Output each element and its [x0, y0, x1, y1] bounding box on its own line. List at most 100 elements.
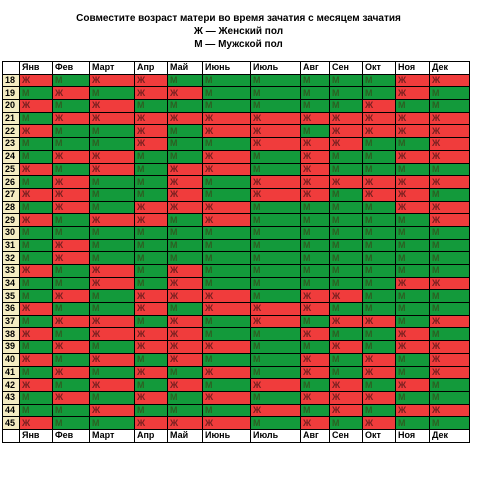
- male-cell: М: [329, 73, 363, 88]
- female-cell: Ж: [395, 149, 430, 164]
- female-cell: Ж: [134, 327, 168, 342]
- female-cell: Ж: [395, 187, 430, 202]
- female-cell: Ж: [52, 238, 90, 253]
- male-cell: М: [202, 238, 251, 253]
- male-cell: М: [19, 314, 53, 329]
- male-cell: М: [202, 251, 251, 265]
- month-footer-8: Авг: [300, 428, 330, 443]
- male-cell: М: [429, 264, 470, 278]
- female-cell: Ж: [89, 314, 135, 329]
- month-header-8: Авг: [300, 61, 330, 75]
- female-cell: Ж: [300, 390, 330, 405]
- month-footer-12: Дек: [429, 428, 470, 443]
- age-cell: 45: [2, 416, 20, 430]
- female-cell: Ж: [52, 149, 90, 164]
- female-cell: Ж: [167, 187, 203, 202]
- female-cell: Ж: [429, 276, 470, 291]
- male-cell: М: [300, 124, 330, 139]
- legend-male: М — Мужской пол: [194, 39, 283, 50]
- female-cell: Ж: [52, 251, 90, 265]
- female-cell: Ж: [134, 86, 168, 101]
- female-cell: Ж: [89, 73, 135, 88]
- male-cell: М: [52, 302, 90, 316]
- male-cell: М: [395, 289, 430, 304]
- table-row: 26 М Ж М М Ж М Ж Ж Ж Ж Ж Ж: [2, 175, 470, 189]
- female-cell: Ж: [202, 390, 251, 405]
- female-cell: Ж: [300, 111, 330, 126]
- table-row: 24 М Ж Ж М М Ж М Ж М М Ж Ж: [2, 149, 470, 164]
- male-cell: М: [395, 416, 430, 430]
- age-cell: 44: [2, 403, 20, 418]
- male-cell: М: [134, 352, 168, 367]
- female-cell: Ж: [19, 264, 53, 278]
- table-row: 36 Ж М М Ж М Ж Ж Ж М М М М: [2, 302, 470, 316]
- age-cell: 22: [2, 124, 20, 139]
- male-cell: М: [329, 213, 363, 227]
- female-cell: Ж: [329, 378, 363, 392]
- table-row: 38 Ж М Ж Ж Ж М М Ж М М Ж М: [2, 327, 470, 342]
- table-row: 28 М Ж М Ж Ж Ж М М М М Ж Ж: [2, 200, 470, 215]
- male-cell: М: [329, 264, 363, 278]
- female-cell: Ж: [19, 416, 53, 430]
- age-cell: 43: [2, 390, 20, 405]
- male-cell: М: [429, 302, 470, 316]
- female-cell: Ж: [429, 175, 470, 189]
- male-cell: М: [329, 302, 363, 316]
- table-row: 29 Ж М Ж Ж М Ж М М М М М Ж: [2, 213, 470, 227]
- age-cell: 28: [2, 200, 20, 215]
- male-cell: М: [134, 314, 168, 329]
- male-cell: М: [362, 276, 396, 291]
- female-cell: Ж: [52, 187, 90, 202]
- male-cell: М: [300, 276, 330, 291]
- male-cell: М: [429, 162, 470, 177]
- age-cell: 37: [2, 314, 20, 329]
- male-cell: М: [167, 302, 203, 316]
- male-cell: М: [202, 73, 251, 88]
- female-cell: Ж: [300, 289, 330, 304]
- male-cell: М: [429, 289, 470, 304]
- female-cell: Ж: [329, 111, 363, 126]
- female-cell: Ж: [300, 175, 330, 189]
- female-cell: Ж: [19, 302, 53, 316]
- female-cell: Ж: [89, 149, 135, 164]
- male-cell: М: [89, 289, 135, 304]
- female-cell: Ж: [167, 86, 203, 101]
- male-cell: М: [19, 238, 53, 253]
- age-month-table: Янв Фев Март Апр Май Июнь Июль Авг Сен Окт Ноя Дек …: [2, 61, 470, 443]
- female-cell: Ж: [52, 365, 90, 380]
- female-cell: Ж: [429, 340, 470, 354]
- female-cell: Ж: [250, 137, 301, 151]
- male-cell: М: [19, 390, 53, 405]
- female-cell: Ж: [134, 73, 168, 88]
- male-cell: М: [19, 137, 53, 151]
- female-cell: Ж: [300, 162, 330, 177]
- male-cell: М: [250, 416, 301, 430]
- male-cell: М: [329, 365, 363, 380]
- female-cell: Ж: [167, 340, 203, 354]
- male-cell: М: [429, 251, 470, 265]
- legend-female: Ж — Женский пол: [193, 26, 284, 37]
- female-cell: Ж: [19, 187, 53, 202]
- female-cell: Ж: [134, 111, 168, 126]
- male-cell: М: [52, 378, 90, 392]
- female-cell: Ж: [89, 264, 135, 278]
- table-row: 32 М Ж М М М М М М М М М М: [2, 251, 470, 265]
- male-cell: М: [134, 251, 168, 265]
- table-header-row: Янв Фев Март Апр Май Июнь Июль Авг Сен Окт Ноя Дек: [2, 61, 470, 75]
- table-row: 30 М М М М М М М М М М М М: [2, 225, 470, 240]
- male-cell: М: [19, 175, 53, 189]
- female-cell: Ж: [250, 175, 301, 189]
- month-header-2: Фев: [52, 61, 90, 75]
- female-cell: Ж: [362, 352, 396, 367]
- male-cell: М: [250, 251, 301, 265]
- age-cell: 38: [2, 327, 20, 342]
- male-cell: М: [250, 149, 301, 164]
- male-cell: М: [429, 187, 470, 202]
- table-row: 33 Ж М Ж М Ж М М М М М М М: [2, 264, 470, 278]
- male-cell: М: [89, 175, 135, 189]
- male-cell: М: [52, 225, 90, 240]
- female-cell: Ж: [395, 378, 430, 392]
- male-cell: М: [250, 276, 301, 291]
- male-cell: М: [202, 175, 251, 189]
- male-cell: М: [300, 238, 330, 253]
